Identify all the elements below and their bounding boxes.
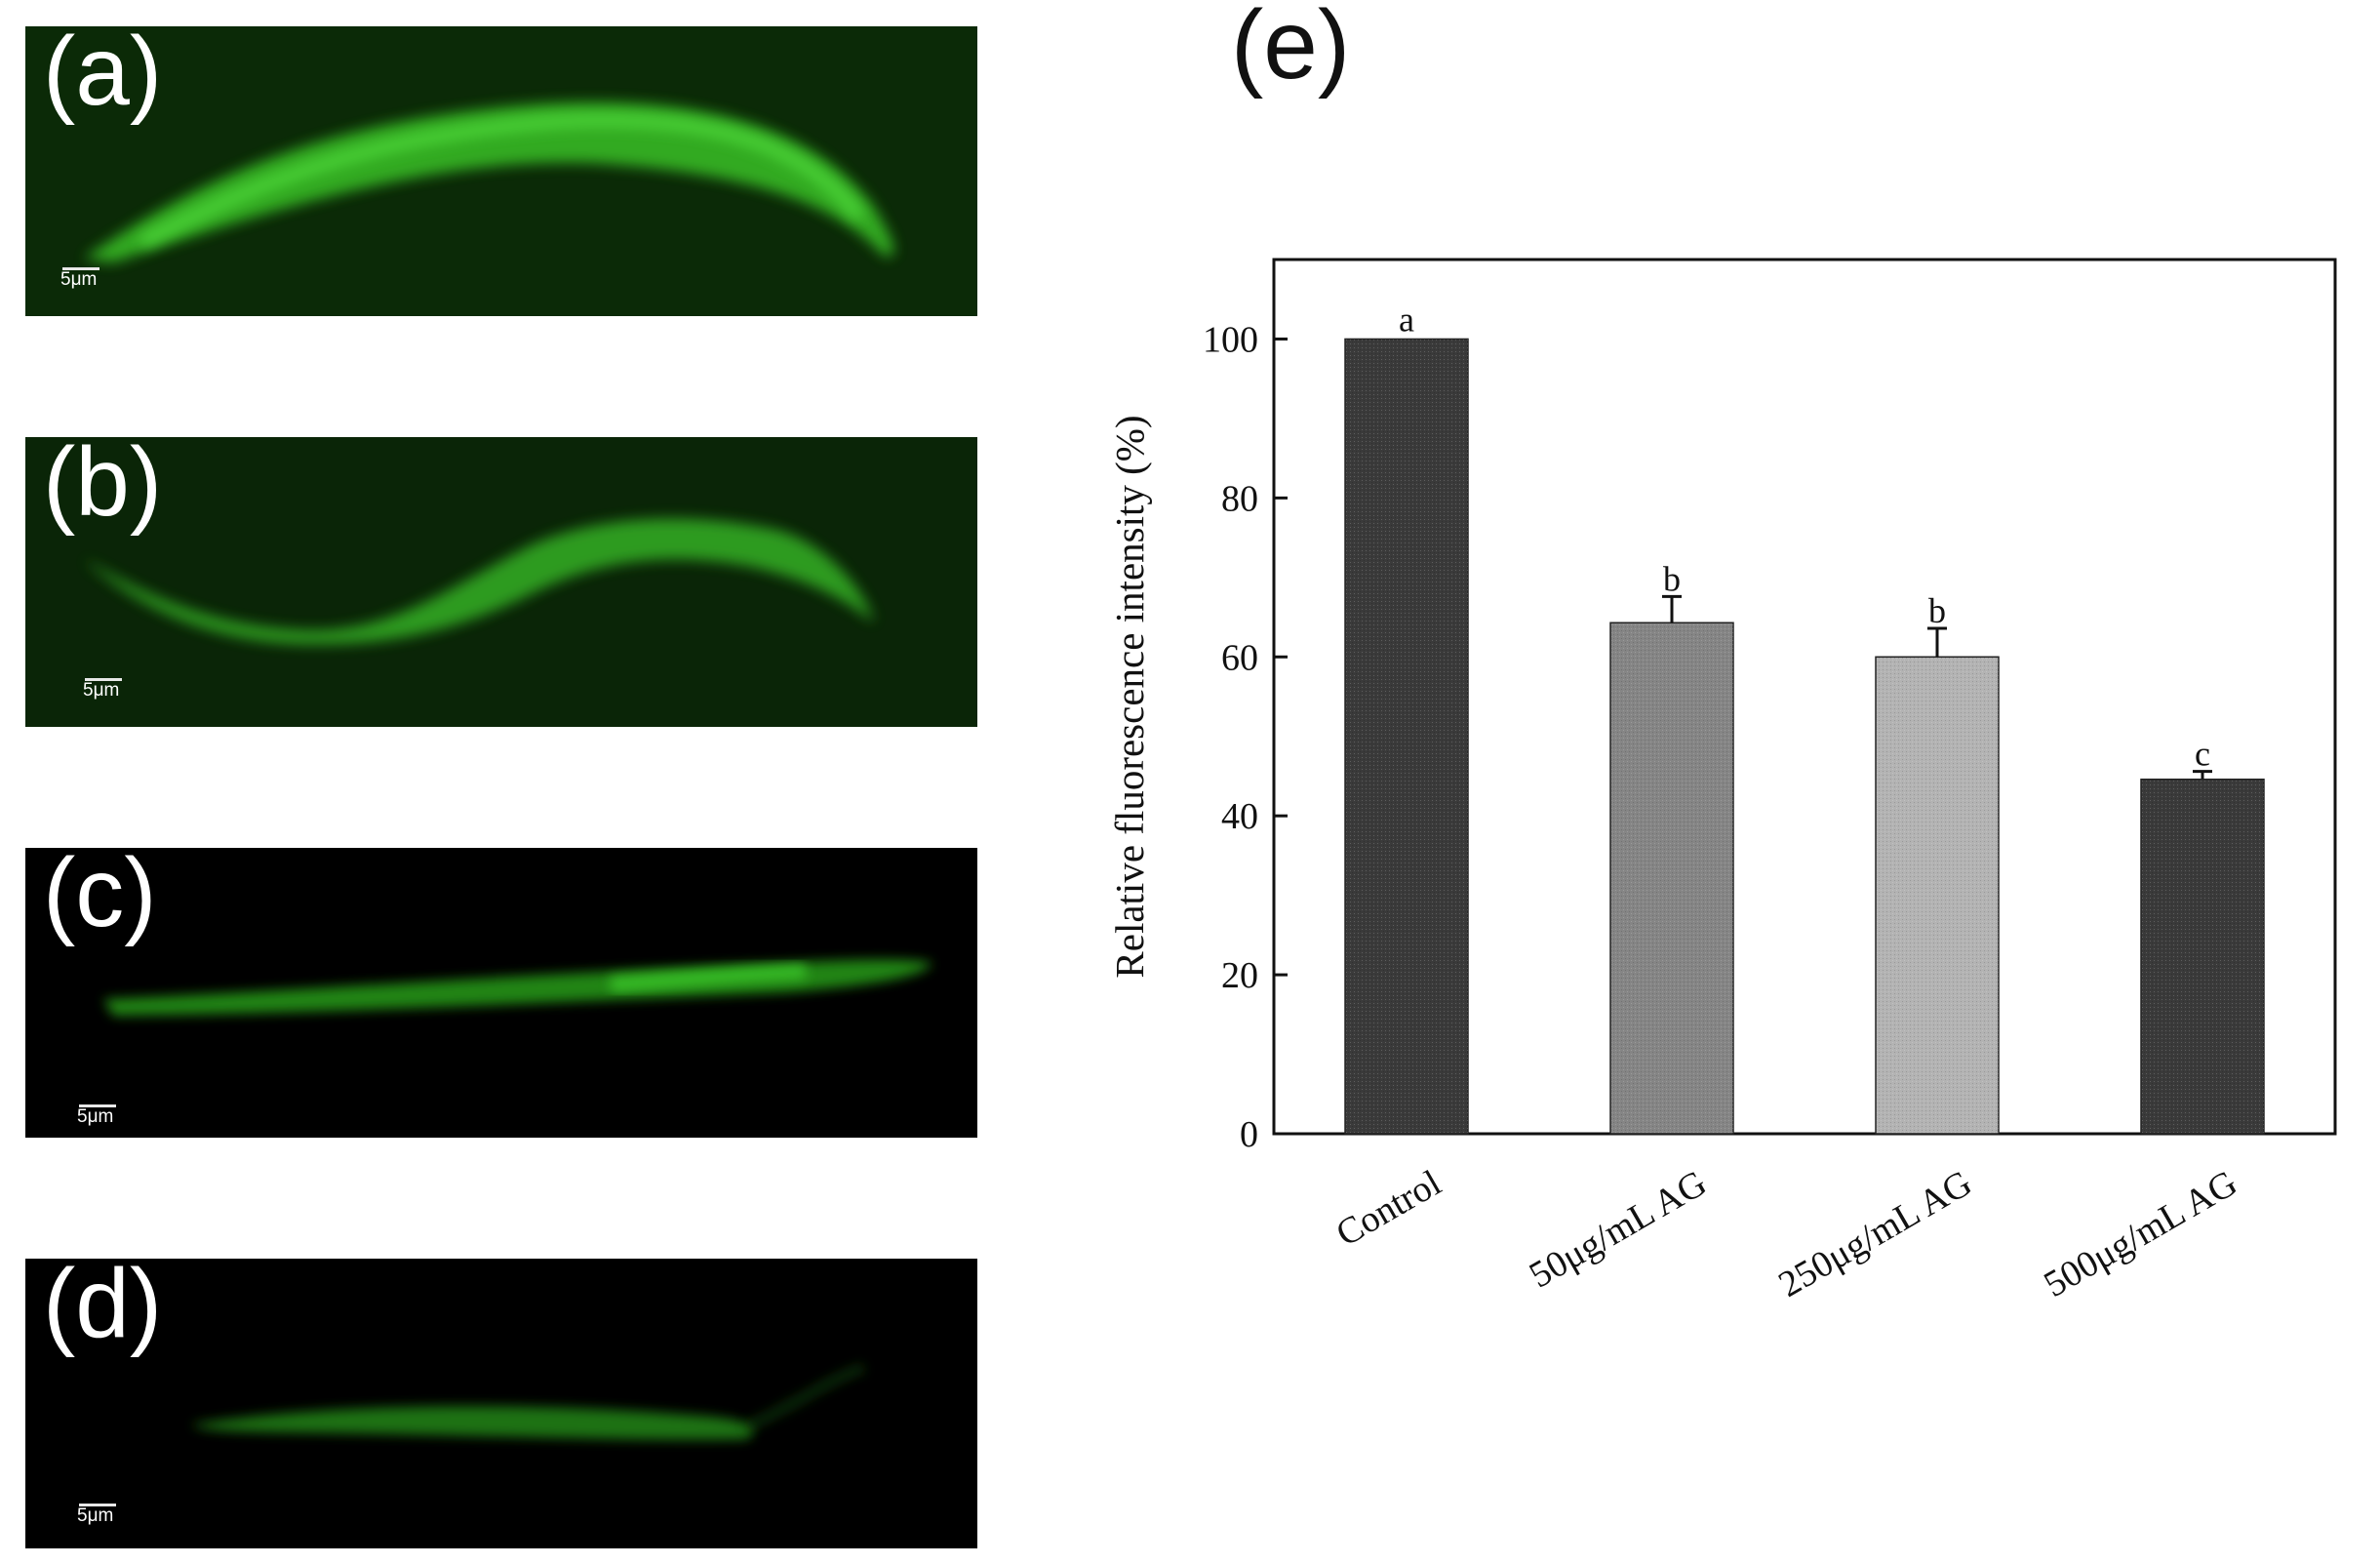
panel-label-a: (a) bbox=[43, 26, 163, 126]
y-tick-label: 40 bbox=[1221, 796, 1258, 837]
micrograph-panel-c: (c) 5μm bbox=[25, 848, 977, 1138]
x-tick-label: 250μg/mL AG bbox=[1771, 1162, 1978, 1305]
scale-bar-line bbox=[85, 678, 122, 681]
scale-bar-label: 5μm bbox=[60, 269, 98, 290]
micrograph-panel-a: (a) 5μm bbox=[25, 26, 977, 316]
micrograph-image-a bbox=[25, 26, 977, 316]
x-tick-label: 50μg/mL AG bbox=[1523, 1162, 1714, 1296]
x-tick-label: Control bbox=[1329, 1162, 1448, 1254]
panel-label-b: (b) bbox=[43, 437, 163, 537]
panel-label-c: (c) bbox=[43, 848, 157, 947]
y-tick-label: 60 bbox=[1221, 637, 1258, 678]
significance-letter: c bbox=[2195, 735, 2210, 774]
panel-label-e: (e) bbox=[1231, 0, 1351, 100]
micrograph-image-b bbox=[25, 437, 977, 727]
worm-body bbox=[84, 101, 894, 262]
micrograph-background bbox=[25, 1259, 977, 1548]
worm-body bbox=[84, 518, 874, 645]
worm-tail bbox=[745, 1364, 866, 1430]
chart-frame bbox=[1272, 258, 2337, 1136]
scale-bar-label: 5μm bbox=[77, 1505, 114, 1526]
micrograph-panel-b: (b) 5μm bbox=[25, 437, 977, 727]
significance-letter: b bbox=[1928, 591, 1946, 630]
worm-body-core bbox=[610, 963, 807, 992]
x-tick-label: 500μg/mL AG bbox=[2037, 1162, 2243, 1305]
y-tick-label: 100 bbox=[1203, 319, 1258, 360]
significance-letter: b bbox=[1663, 559, 1681, 598]
y-tick-label: 80 bbox=[1221, 478, 1258, 519]
bar-texture bbox=[2141, 779, 2264, 1134]
panel-label-d: (d) bbox=[43, 1259, 163, 1358]
scale-bar-line bbox=[79, 1104, 116, 1107]
significance-letter: a bbox=[1399, 300, 1414, 339]
scale-bar-label: 5μm bbox=[83, 680, 120, 701]
worm-body bbox=[191, 1406, 754, 1440]
scale-bar-line bbox=[79, 1504, 116, 1506]
y-tick-label: 0 bbox=[1240, 1114, 1258, 1155]
worm-body-core bbox=[139, 113, 865, 250]
y-tick-label: 20 bbox=[1221, 955, 1258, 996]
bar-texture bbox=[1876, 657, 1999, 1134]
scale-bar-line bbox=[62, 267, 99, 270]
bar-texture bbox=[1610, 622, 1733, 1134]
y-axis-title: Relative fluorescence intensity (%) bbox=[1107, 415, 1152, 978]
micrograph-panel-d: (d) 5μm bbox=[25, 1259, 977, 1548]
scale-bar-label: 5μm bbox=[77, 1106, 114, 1127]
plot-frame bbox=[1272, 258, 2337, 1136]
micrograph-image-c bbox=[25, 848, 977, 1138]
bar-texture bbox=[1345, 339, 1468, 1134]
chart-bars: a b b c bbox=[1344, 300, 2265, 1135]
micrograph-image-d bbox=[25, 1259, 977, 1548]
